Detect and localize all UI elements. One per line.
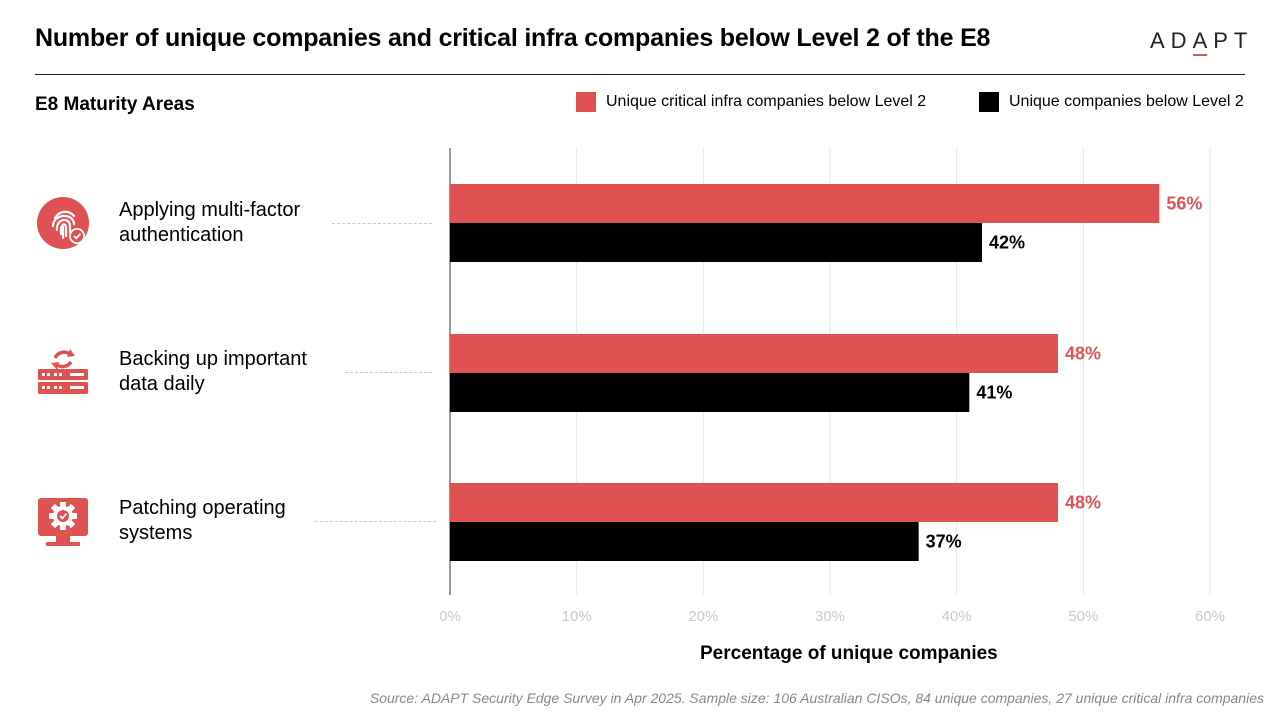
leader-line (332, 223, 432, 224)
category-row-mfa: Applying multi-factor authentication (0, 160, 440, 280)
category-label: Applying multi-factor authentication (119, 199, 301, 246)
chart-title: Number of unique companies and critical … (35, 24, 991, 52)
x-tick-label: 50% (1068, 608, 1098, 625)
bar (450, 522, 919, 561)
legend-label: Unique critical infra companies below Le… (606, 93, 927, 110)
gear-monitor-icon (38, 498, 88, 546)
category-row-backup: Backing up important data daily (0, 310, 440, 430)
x-tick-label: 40% (942, 608, 972, 625)
bar (450, 373, 970, 412)
data-label: 48% (1065, 344, 1101, 364)
data-label: 41% (976, 383, 1012, 403)
leader-line (315, 521, 436, 522)
x-tick-label: 20% (688, 608, 718, 625)
title-divider (35, 74, 1245, 75)
bar (450, 223, 982, 262)
bar (450, 483, 1058, 522)
x-tick-label: 30% (815, 608, 845, 625)
category-label: Patching operating systems (119, 497, 286, 544)
data-label: 48% (1065, 493, 1101, 513)
category-label: Backing up important data daily (119, 348, 307, 395)
legend-label: Unique companies below Level 2 (1009, 93, 1244, 110)
legend-item-unique-companies: Unique companies below Level 2 (979, 92, 1244, 112)
bar (450, 334, 1058, 373)
bar (450, 184, 1160, 223)
adapt-logo: ADAPT (1150, 28, 1254, 56)
areas-heading: E8 Maturity Areas (35, 94, 195, 115)
data-label: 42% (989, 233, 1025, 253)
legend-item-critical-infra: Unique critical infra companies below Le… (576, 92, 926, 112)
x-tick-label: 10% (562, 608, 592, 625)
leader-line (345, 372, 432, 373)
x-tick-label: 0% (439, 608, 461, 625)
x-tick-label: 60% (1195, 608, 1225, 625)
category-row-patching: Patching operating systems (0, 460, 440, 580)
server-backup-icon (38, 349, 88, 394)
fingerprint-icon (37, 197, 89, 249)
legend-swatch-red (576, 92, 596, 112)
data-label: 56% (1166, 194, 1202, 214)
data-label: 37% (926, 532, 962, 552)
source-note: Source: ADAPT Security Edge Survey in Ap… (369, 690, 1264, 706)
legend-swatch-black (979, 92, 999, 112)
x-axis-title: Percentage of unique companies (700, 643, 998, 664)
